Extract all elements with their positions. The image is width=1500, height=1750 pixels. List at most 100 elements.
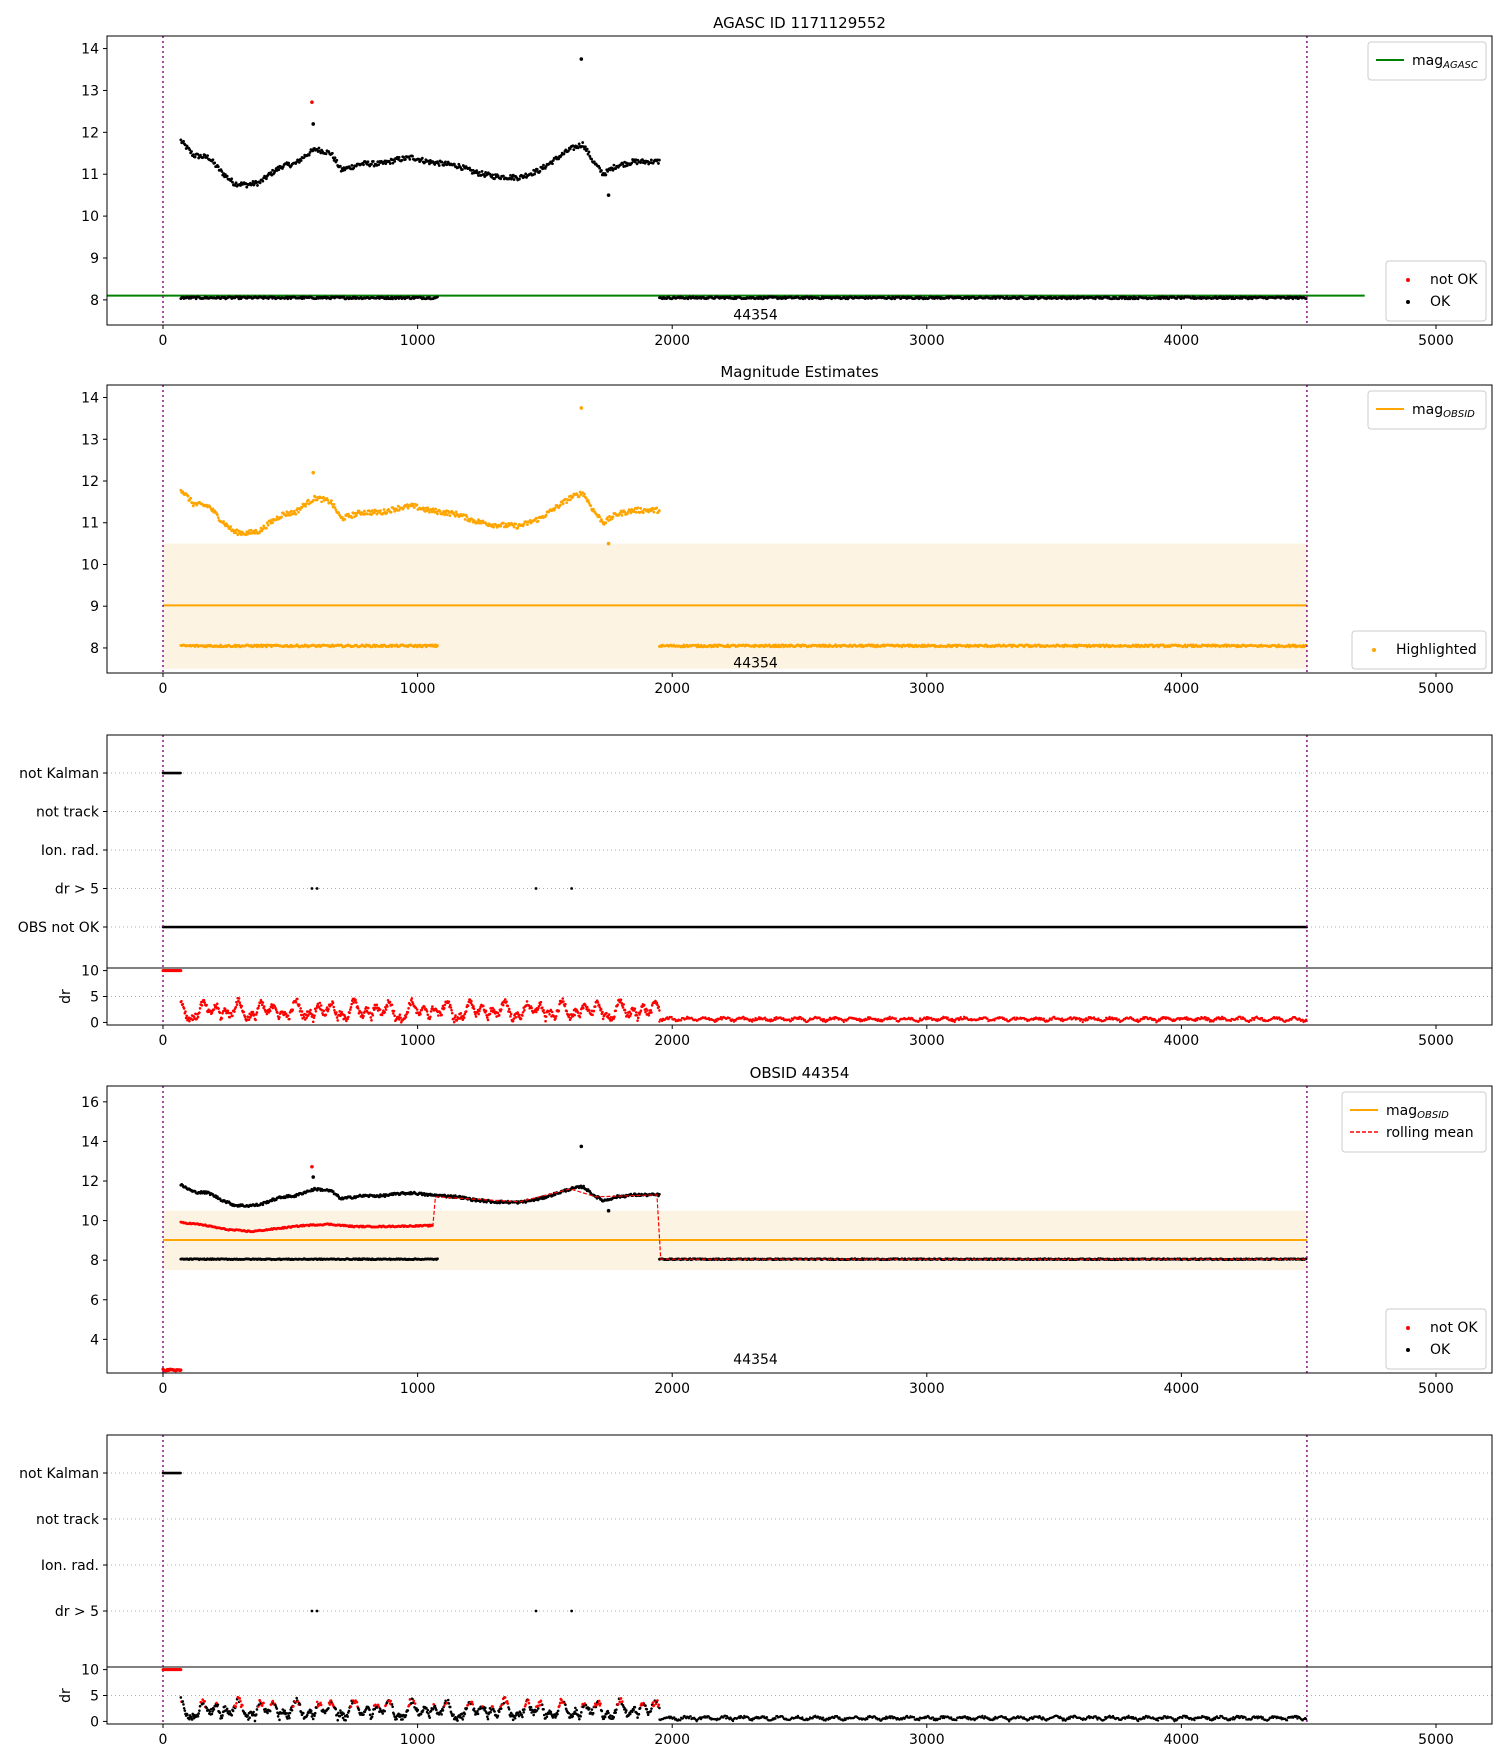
dr-point (474, 1015, 478, 1018)
flag-label: dr > 5 (55, 882, 99, 898)
data-point (428, 510, 431, 514)
data-point (203, 153, 207, 157)
legend-label-text: not OK (1430, 272, 1478, 288)
data-point-outlier (310, 100, 314, 104)
dr-point (327, 1008, 330, 1011)
dr-point (554, 1014, 558, 1018)
dr-point (226, 1009, 230, 1012)
data-point (534, 170, 537, 173)
data-point (371, 509, 374, 512)
legend-label-text: mag (1412, 402, 1443, 418)
x-tick-label: 1000 (400, 681, 436, 697)
data-point (516, 526, 520, 530)
x-tick-label: 1000 (400, 333, 436, 349)
dr-point (454, 1014, 457, 1017)
dr-point (636, 1016, 640, 1020)
dr-point (437, 1014, 440, 1017)
data-point (215, 513, 219, 517)
data-point (371, 159, 375, 163)
y-tick-label: 14 (81, 42, 99, 58)
data-point (249, 528, 253, 532)
y-tick-label: 10 (81, 557, 99, 573)
data-point (326, 498, 330, 502)
data-point (297, 160, 301, 164)
data-point (264, 177, 268, 181)
data-point (453, 514, 457, 518)
data-point (298, 508, 302, 511)
legend-dot-swatch (1372, 648, 1376, 652)
dr-point (384, 1008, 388, 1011)
data-point (657, 158, 661, 162)
data-point (304, 504, 307, 508)
dr-point (497, 1013, 501, 1017)
data-point (365, 512, 369, 516)
dr-point (218, 1011, 222, 1015)
dr-point (503, 998, 507, 1001)
data-point (393, 509, 397, 513)
data-point (287, 161, 291, 165)
dr-point (220, 1017, 224, 1020)
dr-point (324, 1013, 328, 1017)
data-points (179, 57, 1308, 301)
data-point (657, 162, 660, 165)
data-point (533, 172, 536, 176)
dr-point (443, 1003, 447, 1007)
dr-point (335, 1011, 338, 1014)
data-point (191, 153, 195, 157)
data-point (499, 524, 503, 528)
data-point (586, 498, 590, 502)
data-point (350, 516, 354, 520)
dr-point (299, 1007, 302, 1010)
data-point (251, 180, 255, 183)
flag-marker (315, 887, 319, 890)
dr-point (452, 1020, 456, 1024)
dr-point (565, 1009, 569, 1013)
data-point (265, 521, 269, 525)
dr-point (506, 1004, 510, 1008)
data-point (320, 500, 324, 504)
data-point (524, 172, 528, 176)
dr-point (605, 1011, 608, 1015)
data-point (625, 512, 629, 516)
data-point (565, 501, 569, 505)
data-point (592, 507, 595, 511)
chart-title: Magnitude Estimates (720, 363, 878, 381)
data-point (437, 164, 441, 167)
dr-point (470, 999, 473, 1003)
dr-point (650, 1011, 653, 1014)
dr-point (650, 1004, 654, 1007)
dr-point (576, 1011, 580, 1014)
data-point (652, 510, 656, 514)
dr-point (331, 1001, 335, 1005)
data-point (406, 506, 410, 510)
data-point (330, 499, 333, 503)
x-tick-label: 3000 (909, 333, 945, 349)
flag-markers (161, 771, 1308, 929)
y-tick-label: 12 (81, 474, 99, 490)
data-point-outlier (606, 193, 611, 197)
data-point (330, 151, 334, 155)
data-point (388, 162, 392, 165)
dr-point (296, 997, 299, 1001)
dr-point (354, 998, 357, 1002)
dr-point (268, 1009, 272, 1013)
dr-point (238, 1001, 242, 1005)
dr-point (614, 1009, 618, 1013)
data-point (621, 162, 625, 166)
dr-point (419, 1012, 422, 1016)
dr-point (257, 1004, 261, 1007)
data-point (196, 152, 200, 156)
data-point (285, 510, 289, 514)
x-tick-label: 5000 (1418, 333, 1454, 349)
data-point (544, 513, 548, 517)
dr-point (393, 1014, 396, 1018)
data-point (387, 160, 391, 163)
data-point (484, 171, 487, 174)
data-point (502, 521, 505, 525)
data-point (225, 174, 229, 178)
dr-point (579, 1012, 582, 1015)
data-point (389, 510, 393, 514)
